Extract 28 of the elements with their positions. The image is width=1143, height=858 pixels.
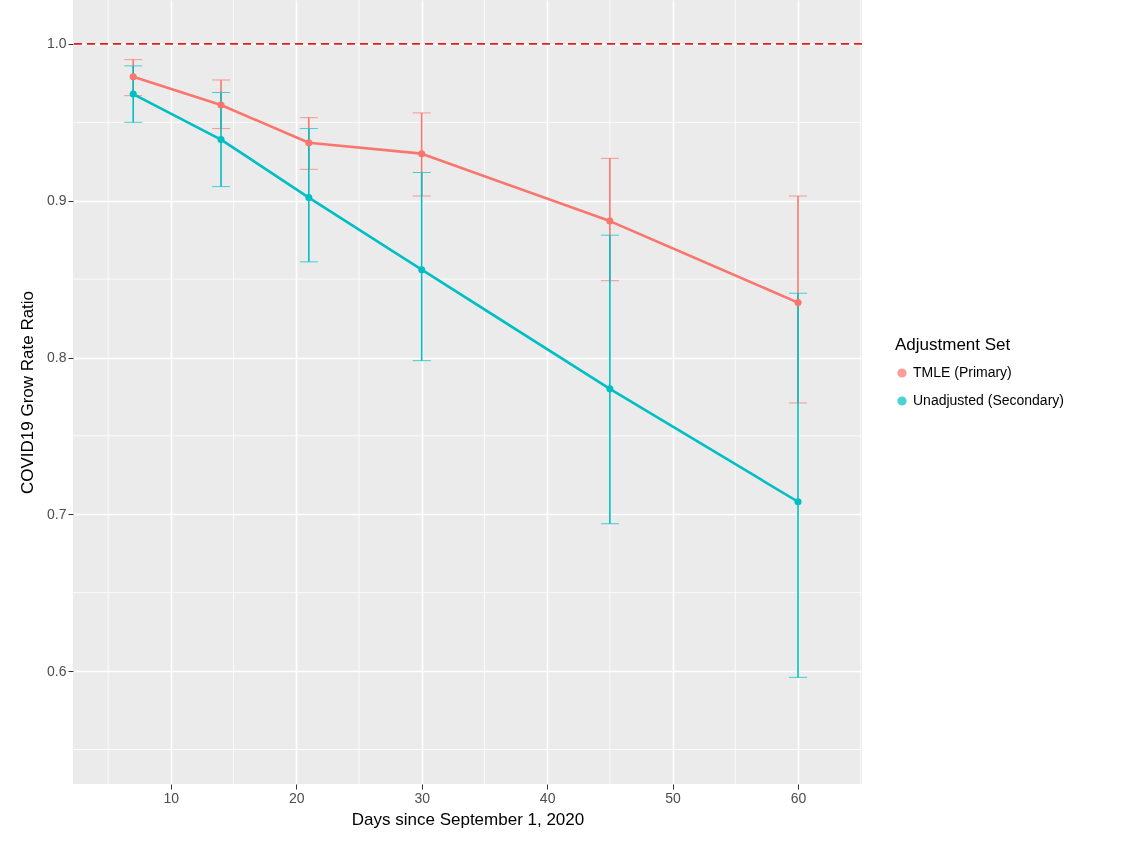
legend-label: TMLE (Primary) bbox=[913, 364, 1012, 380]
y-axis-title: COVID19 Grow Rate Ratio bbox=[18, 290, 38, 495]
x-tick-label: 20 bbox=[288, 789, 305, 806]
point bbox=[606, 217, 614, 225]
x-axis-title: Days since September 1, 2020 bbox=[351, 809, 585, 829]
point bbox=[606, 385, 614, 393]
y-tick-label: 0.9 bbox=[47, 192, 67, 209]
legend-title: Adjustment Set bbox=[895, 335, 1011, 354]
y-tick-label: 1.0 bbox=[47, 35, 67, 52]
x-tick-label: 40 bbox=[539, 789, 556, 806]
point bbox=[794, 299, 802, 307]
point bbox=[217, 101, 225, 109]
point bbox=[129, 90, 137, 98]
x-tick-label: 10 bbox=[163, 789, 180, 806]
point bbox=[129, 73, 137, 81]
point bbox=[418, 150, 426, 158]
y-tick-label: 0.8 bbox=[47, 349, 67, 365]
legend-label: Unadjusted (Secondary) bbox=[913, 392, 1064, 408]
y-tick-label: 0.6 bbox=[47, 662, 67, 679]
point bbox=[217, 136, 225, 144]
x-tick-label: 50 bbox=[665, 789, 682, 806]
x-tick-label: 60 bbox=[790, 789, 807, 806]
point bbox=[794, 498, 802, 506]
x-tick-label: 30 bbox=[414, 789, 431, 806]
point bbox=[305, 139, 313, 147]
point bbox=[418, 266, 426, 274]
y-tick-label: 0.7 bbox=[47, 505, 67, 522]
point bbox=[305, 194, 313, 202]
